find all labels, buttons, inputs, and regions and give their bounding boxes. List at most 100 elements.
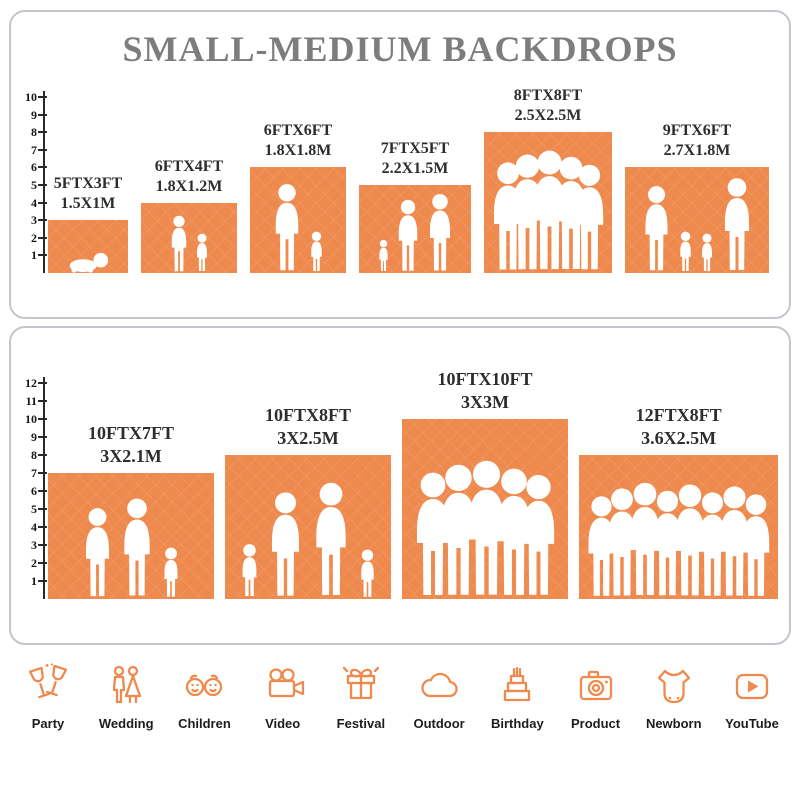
size-ft: 5FTX3FT — [53, 175, 123, 193]
category-festival: Festival — [325, 662, 397, 731]
size-ft: 10FTX8FT — [264, 405, 351, 425]
y-axis-ruler: 1 2 3 4 5 6 7 8 9 10 — [15, 91, 45, 273]
backdrop-rect — [48, 473, 214, 599]
people-silhouette-icon — [359, 193, 471, 273]
size-chart-bottom: 1 2 3 4 5 6 7 8 9 10 11 12 10FTX7FT 3X2.1M — [25, 369, 779, 599]
people-silhouette-icon — [250, 183, 346, 273]
ruler-tick: 5 — [31, 502, 37, 516]
ruler-tick: 12 — [25, 376, 37, 390]
size-m: 1.8X1.8M — [264, 142, 332, 160]
backdrop-bar-7x5: 7FTX5FT 2.2X1.5M — [359, 139, 471, 273]
size-m: 2.5X2.5M — [514, 107, 582, 125]
people-silhouette-icon — [48, 497, 214, 599]
bar-label: 8FTX8FT 2.5X2.5M — [514, 86, 582, 126]
size-ft: 8FTX8FT — [513, 87, 583, 105]
backdrop-rect — [359, 185, 471, 273]
backdrop-rect — [625, 167, 769, 273]
size-ft: 10FTX7FT — [87, 423, 174, 443]
category-video: Video — [247, 662, 319, 731]
bar-label: 10FTX7FT 3X2.1M — [88, 422, 174, 467]
ruler-tick: 11 — [25, 394, 37, 408]
backdrop-bar-10x10: 10FTX10FT 3X3M — [402, 368, 568, 599]
backdrop-bar-10x7: 10FTX7FT 3X2.1M — [48, 422, 214, 599]
bar-label: 9FTX6FT 2.7X1.8M — [663, 121, 731, 161]
category-wedding: Wedding — [90, 662, 162, 731]
category-product: Product — [560, 662, 632, 731]
bar-label: 12FTX8FT 3.6X2.5M — [636, 404, 722, 449]
panel-small-medium-bottom: 1 2 3 4 5 6 7 8 9 10 11 12 10FTX7FT 3X2.1M — [9, 326, 791, 645]
backdrop-rect — [141, 202, 237, 273]
backdrop-rect — [225, 455, 391, 599]
cloud-icon — [421, 672, 458, 698]
size-m: 3X2.1M — [100, 445, 162, 466]
category-label: YouTube — [725, 716, 779, 731]
backdrop-rect — [579, 455, 779, 599]
category-label: Birthday — [490, 716, 544, 731]
category-outdoor: Outdoor — [403, 662, 475, 731]
movie-camera-icon — [268, 668, 304, 698]
bar-label: 7FTX5FT 2.2X1.5M — [381, 139, 449, 179]
size-m: 3X2.5M — [277, 427, 339, 448]
backdrop-rect — [250, 167, 346, 273]
backdrop-bar-8x8: 8FTX8FT 2.5X2.5M — [484, 86, 612, 273]
baby-onesie-icon — [657, 669, 690, 704]
ruler-tick: 5 — [31, 178, 37, 192]
size-m: 3.6X2.5M — [641, 427, 717, 448]
size-m: 2.7X1.8M — [663, 142, 731, 160]
size-ft: 12FTX8FT — [635, 405, 722, 425]
size-chart-top: 1 2 3 4 5 6 7 8 9 10 5FTX3FT 1.5X1M 6FTX — [25, 87, 777, 273]
people-silhouette-icon — [141, 215, 237, 273]
use-case-category-row: Party Wedding Children — [12, 662, 788, 731]
backdrop-bar-5x3: 5FTX3FT 1.5X1M — [48, 174, 128, 273]
page-title: SMALL-MEDIUM BACKDROPS — [122, 29, 678, 69]
category-party: Party — [12, 662, 84, 731]
category-children: Children — [168, 662, 240, 731]
backdrop-bar-12x8: 12FTX8FT 3.6X2.5M — [579, 404, 779, 599]
people-silhouette-icon — [484, 149, 612, 273]
ruler-tick: 1 — [31, 574, 37, 588]
category-label: Product — [570, 716, 621, 731]
people-silhouette-icon — [48, 251, 128, 273]
bar-label: 6FTX6FT 1.8X1.8M — [264, 121, 332, 161]
backdrop-rect — [48, 220, 128, 273]
ruler-tick: 3 — [31, 213, 37, 228]
ruler-tick: 3 — [31, 538, 37, 552]
ruler-tick: 4 — [31, 195, 37, 210]
backdrop-bar-9x6: 9FTX6FT 2.7X1.8M — [625, 121, 769, 273]
photo-camera-icon — [579, 670, 612, 701]
category-label: Festival — [336, 716, 386, 731]
size-ft: 7FTX5FT — [380, 140, 450, 157]
ruler-tick: 9 — [31, 430, 37, 444]
ruler-tick: 8 — [31, 125, 37, 140]
y-axis-ruler: 1 2 3 4 5 6 7 8 9 10 11 12 — [15, 377, 45, 599]
category-newborn: Newborn — [638, 662, 710, 731]
panel-small-medium-top: SMALL-MEDIUM BACKDROPS 1 2 3 4 5 6 7 8 9 10 5FTX3… — [9, 10, 791, 319]
ruler-tick: 6 — [31, 160, 37, 175]
size-ft: 6FTX6FT — [263, 122, 333, 140]
ruler-tick: 7 — [31, 142, 37, 157]
ruler-tick: 9 — [31, 107, 37, 122]
size-m: 1.5X1M — [60, 195, 116, 213]
ruler-tick: 2 — [31, 556, 37, 570]
backdrop-bar-6x4: 6FTX4FT 1.8X1.2M — [141, 157, 237, 273]
size-ft: 6FTX4FT — [154, 157, 224, 175]
people-silhouette-icon — [225, 481, 391, 599]
ruler-tick: 2 — [31, 230, 37, 245]
people-silhouette-icon — [402, 459, 568, 599]
size-m: 3X3M — [460, 391, 509, 412]
category-label: Wedding — [98, 716, 154, 731]
size-ft: 10FTX10FT — [437, 369, 533, 389]
category-label: Children — [178, 716, 231, 731]
category-label: Newborn — [645, 716, 702, 731]
people-silhouette-icon — [579, 481, 778, 599]
ruler-tick: 1 — [31, 248, 37, 263]
backdrop-bar-10x8: 10FTX8FT 3X2.5M — [225, 404, 391, 599]
bar-label: 6FTX4FT 1.8X1.2M — [155, 157, 223, 197]
bar-label: 5FTX3FT 1.5X1M — [54, 174, 122, 214]
category-label: Video — [265, 716, 301, 731]
champagne-glasses-icon — [28, 663, 68, 699]
bride-groom-icon — [113, 665, 142, 704]
kids-faces-icon — [186, 674, 223, 697]
size-ft: 9FTX6FT — [662, 122, 732, 140]
